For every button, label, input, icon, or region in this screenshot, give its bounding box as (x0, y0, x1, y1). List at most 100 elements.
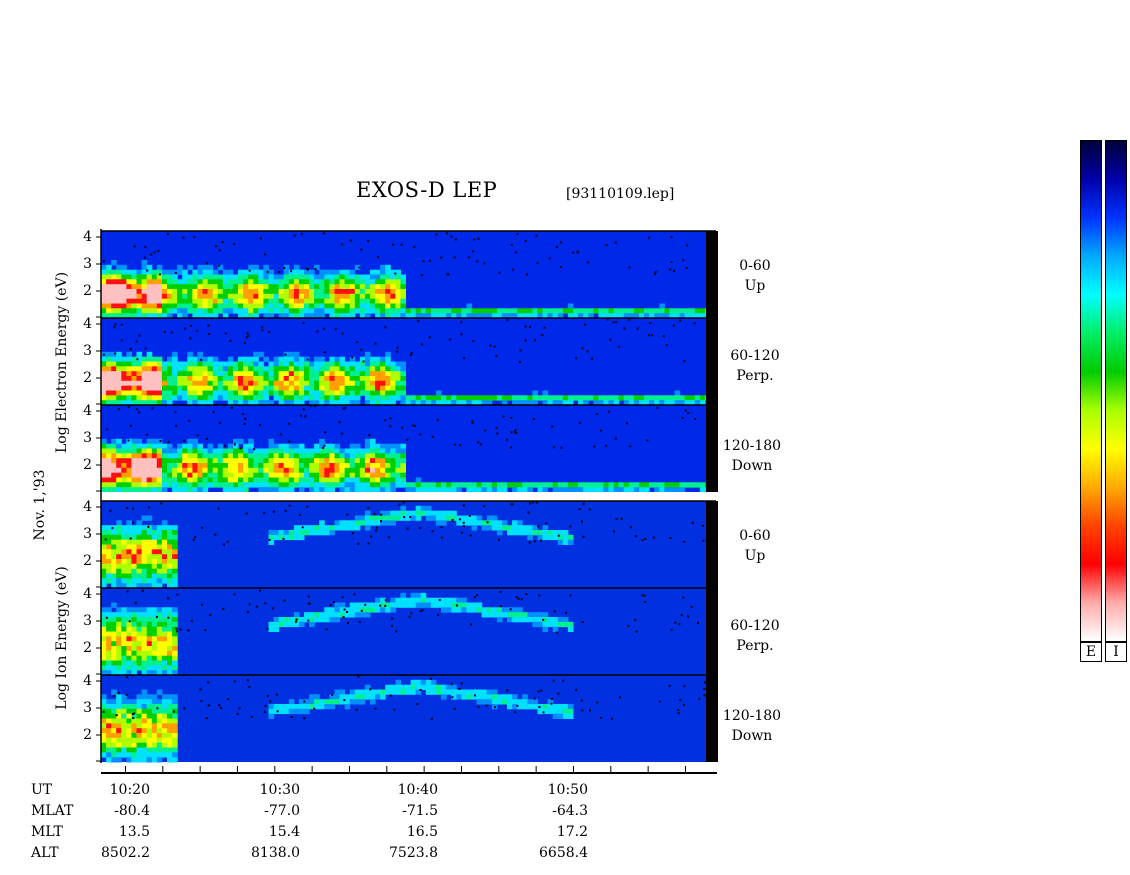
spectrogram-cell (298, 385, 305, 391)
spectrogram-cell (380, 448, 386, 454)
spectrogram-cell (222, 487, 229, 493)
spectrogram-cell (395, 284, 401, 290)
spectrogram-cell (111, 530, 117, 536)
spectrogram-cell (187, 453, 193, 459)
spectrogram-cell (101, 303, 107, 309)
spectrogram-cell (654, 487, 660, 493)
spectrogram-cell (121, 448, 127, 454)
spectrogram-cell (486, 487, 493, 493)
spectrogram-cell (339, 269, 346, 275)
spectrogram-cell (522, 525, 528, 531)
spectrogram-cell (248, 376, 254, 382)
spectrogram-cell (298, 279, 305, 285)
spectrogram-cell (233, 308, 239, 314)
spectrogram-cell (116, 708, 122, 715)
spectrogram-cell (522, 487, 528, 493)
spectrogram-cell (227, 385, 234, 391)
spectrogram-cell (212, 472, 219, 478)
spectrogram-cell (167, 467, 173, 474)
spectrogram-cell (217, 463, 224, 469)
spectrogram-cell (243, 472, 249, 478)
noise-dot (428, 259, 431, 262)
spectrogram-cell (263, 453, 269, 459)
spectrogram-cell (390, 303, 396, 309)
spectrogram-cell (131, 385, 137, 391)
spectrogram-cell (304, 704, 310, 710)
spectrogram-cell (304, 530, 310, 536)
spectrogram-cell (385, 264, 391, 271)
spectrogram-cell (481, 482, 488, 488)
spectrogram-cell (288, 385, 295, 391)
spectrogram-cell (121, 274, 127, 280)
spectrogram-cell (101, 742, 107, 748)
spectrogram-cell (263, 390, 269, 396)
spectrogram-cell (354, 472, 361, 478)
spectrogram-cell (187, 438, 193, 445)
noise-dot (658, 700, 661, 703)
spectrogram-cell (141, 539, 148, 545)
noise-dot (238, 707, 241, 710)
spectrogram-cell (298, 390, 305, 396)
spectrogram-cell (192, 284, 198, 290)
spectrogram-cell (202, 313, 209, 319)
spectrogram-cell (253, 448, 259, 454)
spectrogram-cell (116, 641, 122, 647)
spectrogram-cell (116, 626, 122, 632)
spectrogram-cell (136, 621, 143, 628)
spectrogram-cell (106, 298, 112, 304)
spectrogram-cell (167, 539, 173, 545)
spectrogram-cell (101, 380, 107, 387)
spectrogram-cell (283, 313, 290, 319)
y-tick-label: 2 (83, 457, 92, 473)
spectrogram-cell (359, 694, 366, 700)
spectrogram-cell (258, 395, 264, 401)
noise-dot (556, 246, 559, 248)
spectrogram-cell (156, 573, 163, 579)
spectrogram-cell (233, 487, 239, 493)
spectrogram-cell (329, 269, 335, 275)
spectrogram-cell (131, 453, 137, 459)
spectrogram-cell (227, 308, 234, 314)
spectrogram-cell (156, 636, 163, 642)
spectrogram-cell (131, 742, 137, 748)
spectrogram-cell (278, 463, 285, 469)
spectrogram-cell (156, 554, 163, 560)
noise-dot (670, 628, 673, 631)
spectrogram-cell (288, 699, 295, 705)
spectrogram-cell (253, 371, 259, 377)
spectrogram-cell (649, 482, 655, 488)
spectrogram-cell (111, 380, 117, 387)
spectrogram-cell (172, 573, 178, 579)
noise-dot (682, 259, 685, 262)
spectrogram-cell (430, 510, 437, 516)
spectrogram-cell (217, 361, 224, 367)
spectrogram-cell (116, 704, 122, 710)
noise-dot (694, 418, 697, 420)
spectrogram-cell (324, 289, 330, 295)
spectrogram-cell (288, 390, 295, 396)
spectrogram-cell (161, 467, 168, 474)
spectrogram-cell (349, 289, 356, 295)
spectrogram-cell (146, 298, 153, 304)
spectrogram-cell (456, 515, 462, 521)
spectrogram-cell (557, 482, 564, 488)
spectrogram-cell (126, 530, 132, 536)
noise-dot (450, 235, 453, 238)
spectrogram-cell (182, 443, 188, 449)
noise-dot (527, 511, 530, 514)
noise-dot (206, 262, 209, 265)
spectrogram-cell (669, 395, 675, 401)
spectrogram-cell (116, 718, 122, 724)
noise-dot (416, 703, 419, 706)
spectrogram-cell (187, 390, 193, 396)
spectrogram-cell (639, 482, 645, 488)
spectrogram-cell (588, 313, 594, 319)
noise-dot (535, 234, 538, 237)
spectrogram-cell (106, 607, 112, 613)
spectrogram-cell (309, 313, 315, 319)
spectrogram-cell (238, 371, 244, 377)
noise-dot (577, 251, 580, 254)
spectrogram-cell (288, 303, 295, 309)
spectrogram-cell (156, 708, 163, 715)
spectrogram-cell (121, 694, 127, 700)
